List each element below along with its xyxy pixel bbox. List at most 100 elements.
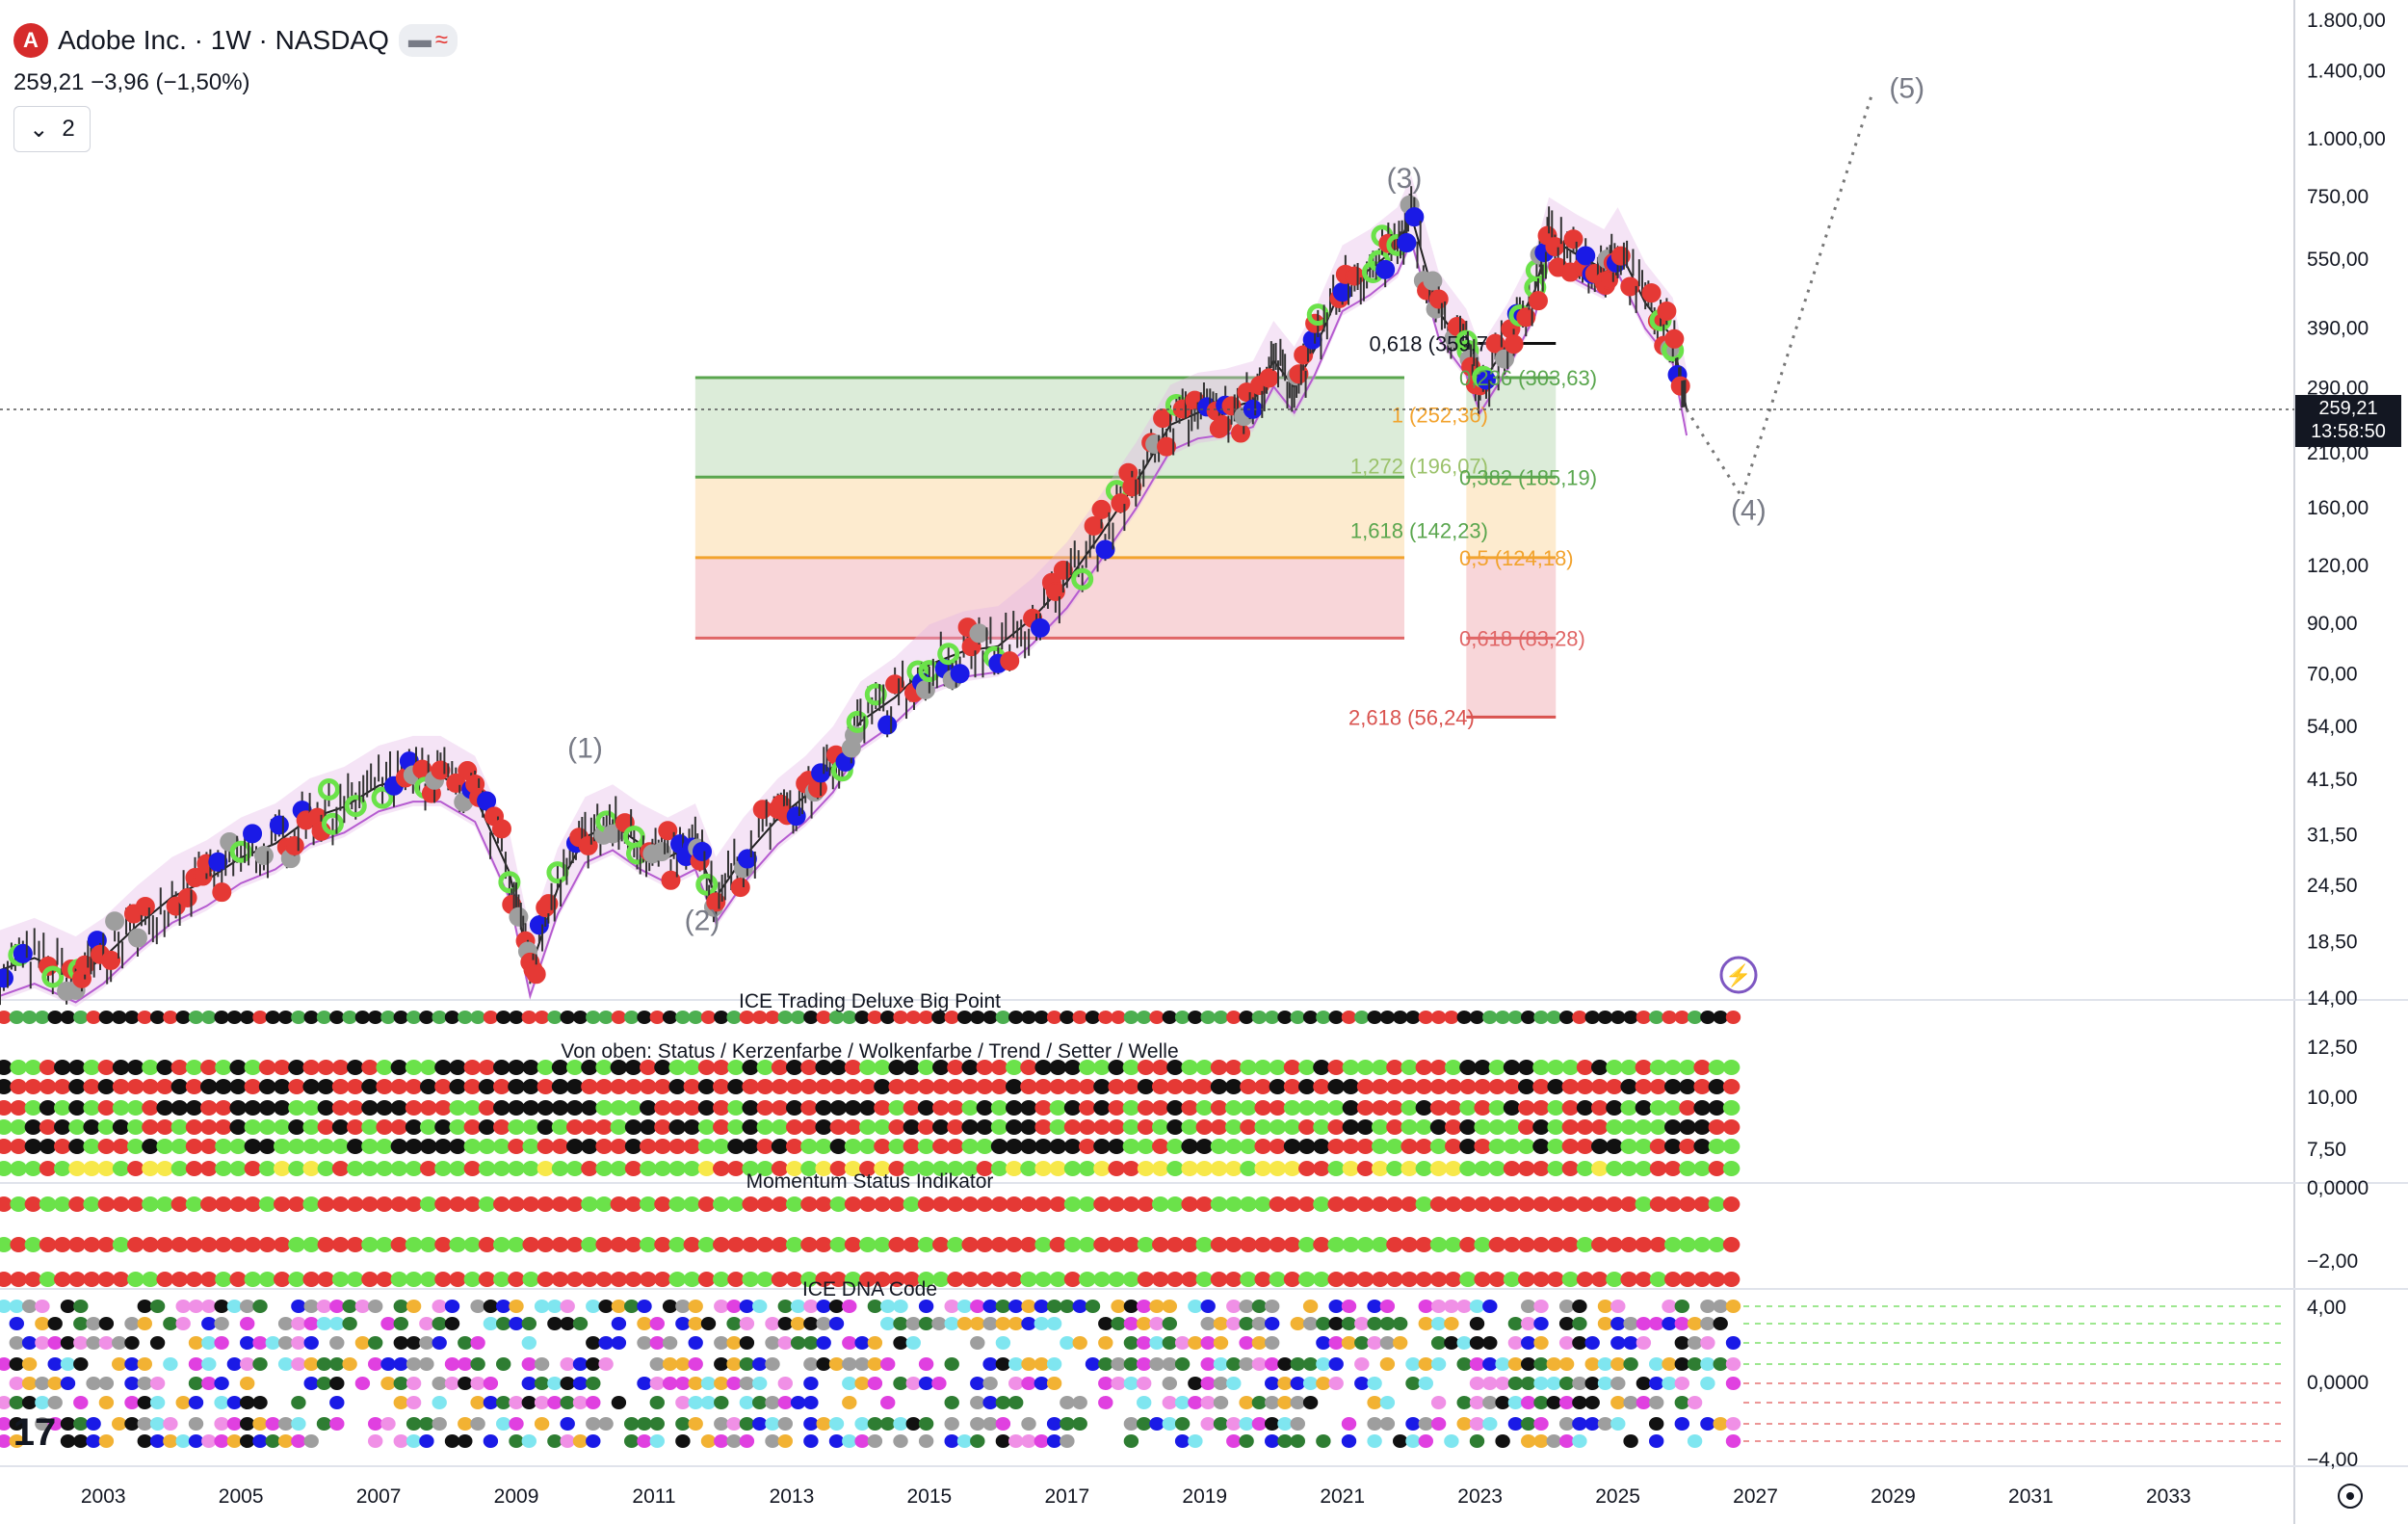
symbol-title[interactable]: Adobe Inc. · 1W · NASDAQ bbox=[58, 25, 389, 55]
dna-dot bbox=[1341, 1434, 1357, 1448]
indicator-toggle[interactable]: ▬ ≈ bbox=[398, 24, 458, 57]
status-dot bbox=[390, 1161, 408, 1176]
dna-dot bbox=[995, 1417, 1011, 1431]
status-dot bbox=[1372, 1100, 1389, 1116]
momentum-dot bbox=[1664, 1237, 1682, 1252]
momentum-dot bbox=[112, 1196, 130, 1212]
momentum-dot bbox=[361, 1237, 379, 1252]
status-dot bbox=[727, 1119, 745, 1135]
collapse-indicators-button[interactable]: ⌄ 2 bbox=[13, 106, 91, 152]
momentum-dot bbox=[1225, 1196, 1243, 1212]
dna-dot bbox=[393, 1300, 408, 1313]
signal-marker bbox=[105, 911, 125, 932]
status-dot bbox=[976, 1161, 994, 1176]
dna-dot bbox=[214, 1434, 229, 1448]
status-dot bbox=[331, 1139, 350, 1154]
bigpoint-dot bbox=[637, 1011, 652, 1024]
signal-marker bbox=[477, 791, 497, 811]
bigpoint-dot bbox=[419, 1011, 434, 1024]
dna-dot bbox=[1226, 1377, 1242, 1390]
status-dot bbox=[1034, 1079, 1052, 1094]
status-dot bbox=[1006, 1119, 1023, 1135]
dna-dot bbox=[252, 1300, 268, 1313]
pane-title: Momentum Status Indikator bbox=[746, 1170, 994, 1193]
status-dot bbox=[463, 1079, 482, 1094]
momentum-dot bbox=[449, 1272, 467, 1287]
wave-icon[interactable]: ≈ bbox=[434, 27, 449, 53]
dna-dot bbox=[406, 1377, 422, 1390]
status-dot bbox=[200, 1079, 218, 1094]
momentum-dot bbox=[815, 1196, 832, 1212]
dna-dot bbox=[496, 1300, 511, 1313]
minus-icon[interactable]: ▬ bbox=[407, 27, 432, 53]
dna-dot bbox=[1405, 1377, 1421, 1390]
momentum-dot bbox=[581, 1237, 598, 1252]
status-dot bbox=[1503, 1079, 1521, 1094]
momentum-dot bbox=[888, 1272, 905, 1287]
status-dot bbox=[727, 1100, 745, 1116]
dna-dot bbox=[586, 1336, 601, 1350]
status-dot bbox=[1606, 1119, 1623, 1135]
y-tick-label: 1.400,00 bbox=[2307, 61, 2386, 83]
dna-dot bbox=[73, 1317, 89, 1330]
momentum-dot bbox=[24, 1272, 42, 1287]
dna-dot bbox=[611, 1300, 627, 1313]
momentum-dot bbox=[1386, 1196, 1403, 1212]
dna-dot bbox=[226, 1417, 243, 1431]
momentum-dot bbox=[1269, 1272, 1287, 1287]
status-dot bbox=[815, 1079, 832, 1094]
momentum-dot bbox=[1152, 1272, 1169, 1287]
momentum-dot bbox=[1327, 1272, 1345, 1287]
status-dot bbox=[390, 1100, 408, 1116]
status-dot bbox=[771, 1100, 789, 1116]
bigpoint-dot bbox=[1137, 1011, 1152, 1024]
dna-dot bbox=[1495, 1434, 1510, 1448]
status-dot bbox=[1122, 1139, 1140, 1154]
dna-dot bbox=[1200, 1300, 1216, 1313]
dna-dot bbox=[1649, 1377, 1664, 1390]
dna-dot bbox=[393, 1377, 408, 1390]
status-dot bbox=[1693, 1119, 1711, 1135]
signal-marker bbox=[491, 819, 511, 839]
status-dot bbox=[1429, 1161, 1448, 1176]
dna-dot bbox=[739, 1300, 755, 1313]
status-dot bbox=[376, 1139, 394, 1154]
status-dot bbox=[1386, 1060, 1403, 1075]
dna-dot bbox=[1213, 1396, 1229, 1409]
dna-dot bbox=[1008, 1377, 1024, 1390]
dna-dot bbox=[252, 1417, 268, 1431]
dna-dot bbox=[521, 1357, 537, 1371]
dna-dot bbox=[240, 1300, 255, 1313]
dna-dot bbox=[1098, 1317, 1113, 1330]
dna-dot bbox=[726, 1417, 742, 1431]
dna-dot bbox=[1162, 1357, 1178, 1371]
dna-dot bbox=[1674, 1377, 1690, 1390]
status-dot bbox=[127, 1161, 144, 1176]
status-dot bbox=[1561, 1139, 1580, 1154]
momentum-dot bbox=[1620, 1196, 1637, 1212]
dna-dot bbox=[675, 1357, 691, 1371]
status-dot bbox=[1240, 1161, 1257, 1176]
momentum-dot bbox=[522, 1196, 539, 1212]
dna-dot bbox=[560, 1317, 575, 1330]
momentum-dot bbox=[97, 1196, 116, 1212]
status-dot bbox=[1445, 1100, 1462, 1116]
bigpoint-dot bbox=[649, 1011, 665, 1024]
dna-dot bbox=[1302, 1300, 1319, 1313]
dna-dot bbox=[483, 1377, 499, 1390]
symbol-header[interactable]: A Adobe Inc. · 1W · NASDAQ ▬ ≈ bbox=[13, 23, 458, 58]
bigpoint-dot bbox=[112, 1011, 127, 1024]
fib-label: 0,382 (185,19) bbox=[1459, 465, 1597, 489]
momentum-dot bbox=[215, 1272, 232, 1287]
momentum-dot bbox=[961, 1196, 979, 1212]
dna-dot bbox=[1572, 1336, 1587, 1350]
bigpoint-dot bbox=[1713, 1011, 1728, 1024]
momentum-dot bbox=[610, 1272, 628, 1287]
momentum-dot bbox=[405, 1272, 423, 1287]
signal-marker bbox=[1122, 477, 1142, 497]
momentum-dot bbox=[1386, 1272, 1403, 1287]
dna-dot bbox=[1495, 1396, 1510, 1409]
signal-marker bbox=[1423, 271, 1443, 291]
dna-dot bbox=[1200, 1336, 1216, 1350]
